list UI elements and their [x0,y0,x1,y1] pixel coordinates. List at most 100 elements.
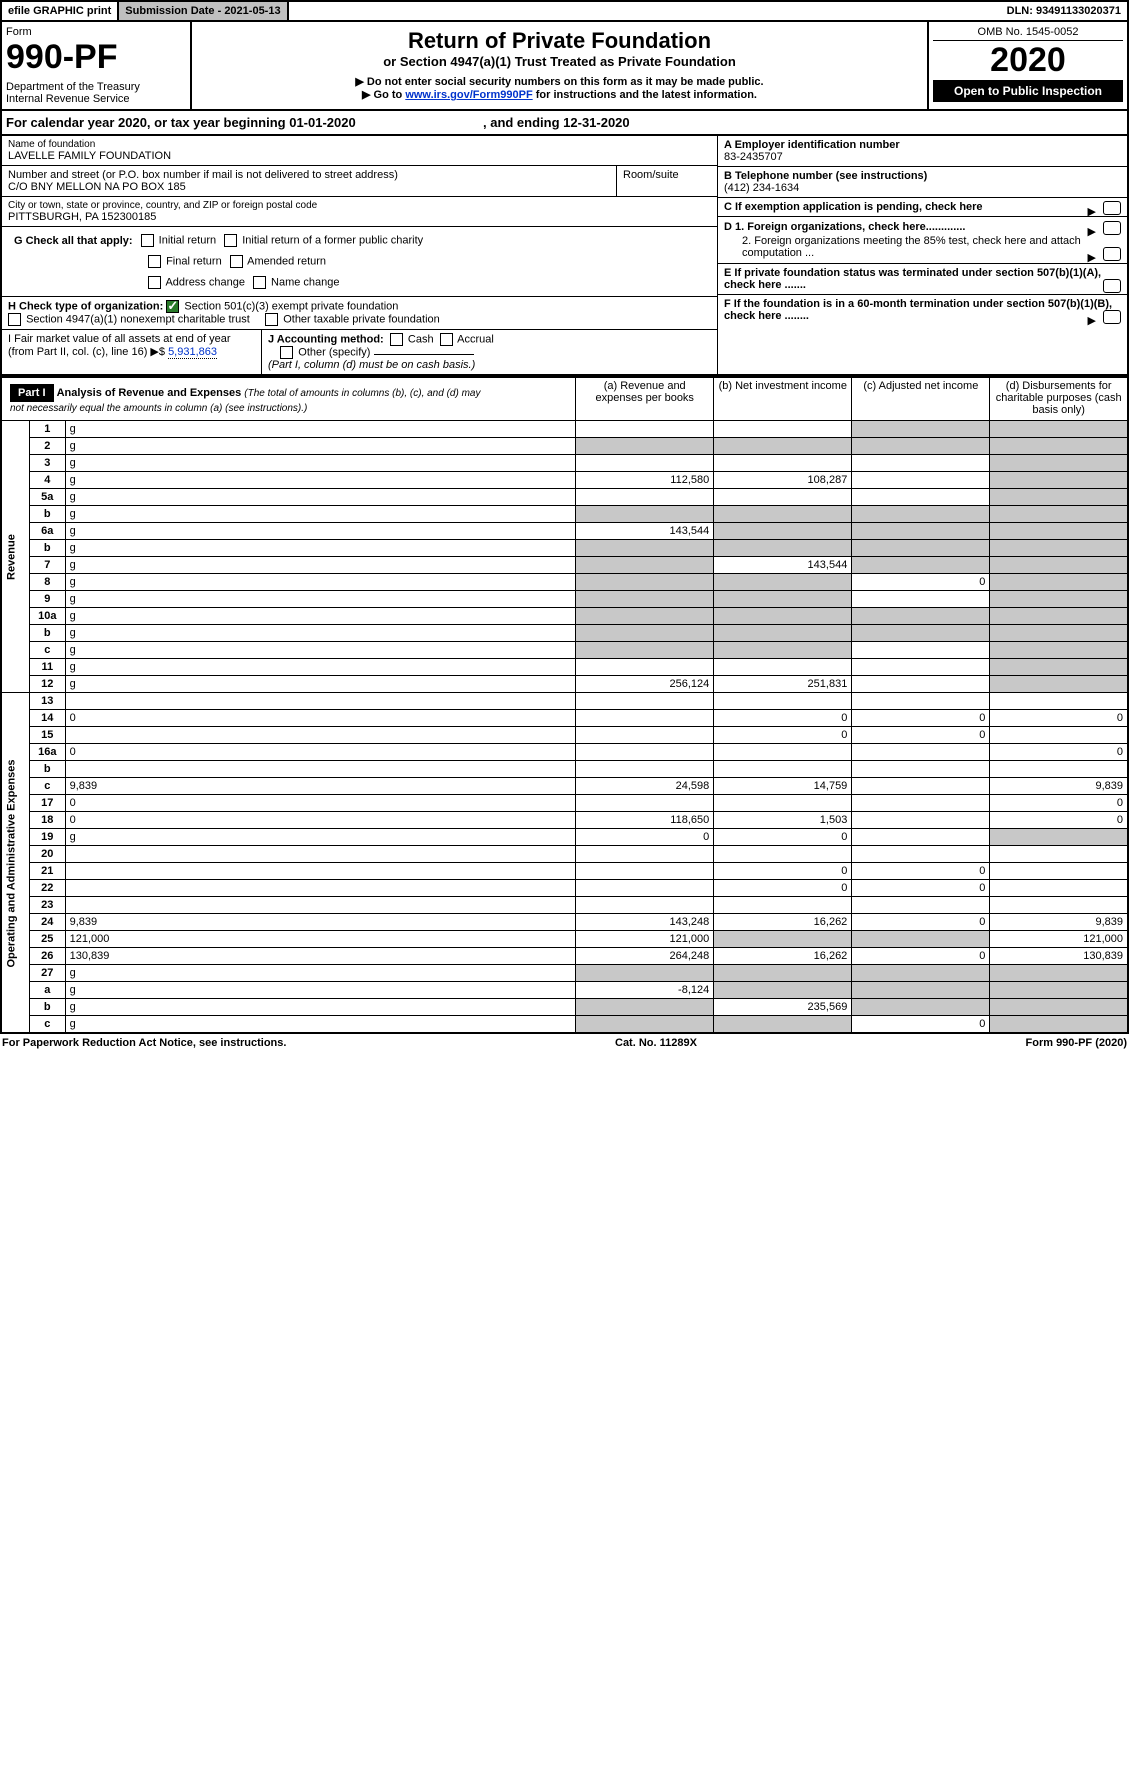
cell-a [576,727,714,744]
60-month-term: F If the foundation is in a 60-month ter… [718,295,1127,325]
cell-a [576,744,714,761]
cell-c [852,506,990,523]
chk-d2[interactable] [1103,247,1121,261]
row-description: g [65,829,576,846]
opt-initial-former: Initial return of a former public charit… [242,234,423,246]
cell-a [576,965,714,982]
chk-501c3[interactable] [166,300,179,313]
cell-b: 0 [714,863,852,880]
instr-link[interactable]: www.irs.gov/Form990PF [405,89,532,101]
cell-b: 16,262 [714,948,852,965]
chk-amended[interactable] [230,255,243,268]
cell-a [576,999,714,1016]
cell-a: 112,580 [576,472,714,489]
chk-other-taxable[interactable] [265,313,278,326]
cell-d: 130,839 [990,948,1128,965]
cell-d [990,523,1128,540]
row-description: 0 [65,795,576,812]
section-ij: I Fair market value of all assets at end… [2,330,717,374]
row-description: g [65,540,576,557]
cell-b: 251,831 [714,676,852,693]
cell-d [990,965,1128,982]
part1-title-cell: Part I Analysis of Revenue and Expenses … [6,380,496,418]
cell-b: 0 [714,710,852,727]
calyear-end: , and ending 12-31-2020 [483,115,630,130]
table-row: 2g [1,438,1128,455]
address-row: Number and street (or P.O. box number if… [2,166,717,197]
row-number: 1 [29,421,65,438]
cell-d [990,863,1128,880]
chk-initial-return[interactable] [141,234,154,247]
cell-b: 0 [714,829,852,846]
chk-final[interactable] [148,255,161,268]
chk-e[interactable] [1103,279,1121,293]
cell-a: 264,248 [576,948,714,965]
city-cell: City or town, state or province, country… [2,197,717,227]
chk-name-change[interactable] [253,276,266,289]
cell-c [852,829,990,846]
chk-initial-former[interactable] [224,234,237,247]
cell-d [990,897,1128,914]
cell-d: 0 [990,795,1128,812]
cell-b [714,846,852,863]
cell-c [852,523,990,540]
cell-a [576,880,714,897]
cell-d [990,982,1128,999]
cell-b [714,931,852,948]
cell-d [990,727,1128,744]
fmv-value[interactable]: 5,931,863 [168,346,217,359]
cell-c [852,676,990,693]
table-row: 16a00 [1,744,1128,761]
cell-a [576,642,714,659]
form-label: Form [6,26,186,38]
cell-a [576,846,714,863]
cell-c [852,540,990,557]
chk-addr-change[interactable] [148,276,161,289]
foundation-name: LAVELLE FAMILY FOUNDATION [8,150,711,162]
cell-a [576,693,714,710]
chk-other-method[interactable] [280,346,293,359]
row-description: g [65,608,576,625]
form-number: 990-PF [6,38,186,77]
cell-d [990,557,1128,574]
cell-d [990,506,1128,523]
status-terminated: E If private foundation status was termi… [718,264,1127,295]
row-number: 25 [29,931,65,948]
row-description [65,727,576,744]
table-row: cg0 [1,1016,1128,1034]
cell-b: 143,544 [714,557,852,574]
opt-name-change: Name change [271,276,340,288]
row-description: 0 [65,812,576,829]
part1-title: Analysis of Revenue and Expenses [57,387,242,399]
row-description: 9,839 [65,778,576,795]
cell-a [576,506,714,523]
cell-c [852,795,990,812]
cell-a [576,421,714,438]
footer-left: For Paperwork Reduction Act Notice, see … [2,1037,286,1049]
chk-c[interactable] [1103,201,1121,215]
row-description: g [65,659,576,676]
cell-a [576,761,714,778]
table-row: b [1,761,1128,778]
entity-info-right: A Employer identification number 83-2435… [717,136,1127,374]
row-number: 4 [29,472,65,489]
opt-amended: Amended return [247,255,326,267]
cell-d [990,540,1128,557]
row-number: c [29,1016,65,1034]
d1-label: D 1. Foreign organizations, check here..… [724,221,965,233]
col-c-header: (c) Adjusted net income [852,377,990,421]
cell-d: 9,839 [990,914,1128,931]
row-number: 6a [29,523,65,540]
part1-header-row: Part I Analysis of Revenue and Expenses … [1,377,1128,421]
chk-d1[interactable] [1103,221,1121,235]
cell-c [852,846,990,863]
row-number: c [29,642,65,659]
chk-accrual[interactable] [440,333,453,346]
top-bar: efile GRAPHIC print Submission Date - 20… [0,0,1129,22]
ein-value: 83-2435707 [724,151,783,163]
cell-c [852,642,990,659]
chk-4947[interactable] [8,313,21,326]
cell-b: 0 [714,727,852,744]
chk-cash[interactable] [390,333,403,346]
chk-f[interactable] [1103,310,1121,324]
